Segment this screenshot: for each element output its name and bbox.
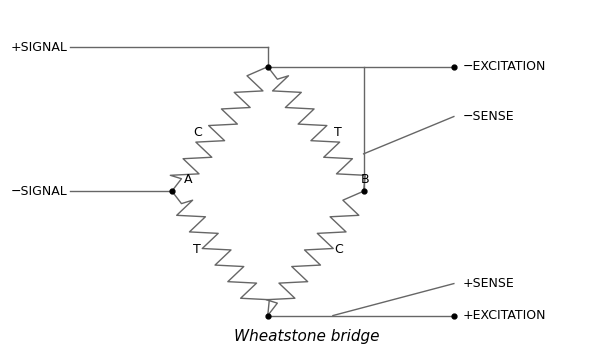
Text: +EXCITATION: +EXCITATION — [462, 309, 546, 322]
Text: C: C — [193, 126, 202, 139]
Text: +SIGNAL: +SIGNAL — [11, 41, 67, 54]
Text: −SIGNAL: −SIGNAL — [11, 185, 67, 198]
Text: −EXCITATION: −EXCITATION — [462, 60, 546, 73]
Text: −SENSE: −SENSE — [462, 110, 514, 123]
Text: B: B — [361, 173, 369, 186]
Text: Wheatstone bridge: Wheatstone bridge — [234, 329, 380, 344]
Text: A: A — [184, 173, 193, 186]
Text: T: T — [334, 126, 342, 139]
Text: T: T — [194, 243, 201, 256]
Text: C: C — [334, 243, 343, 256]
Text: +SENSE: +SENSE — [462, 277, 514, 290]
